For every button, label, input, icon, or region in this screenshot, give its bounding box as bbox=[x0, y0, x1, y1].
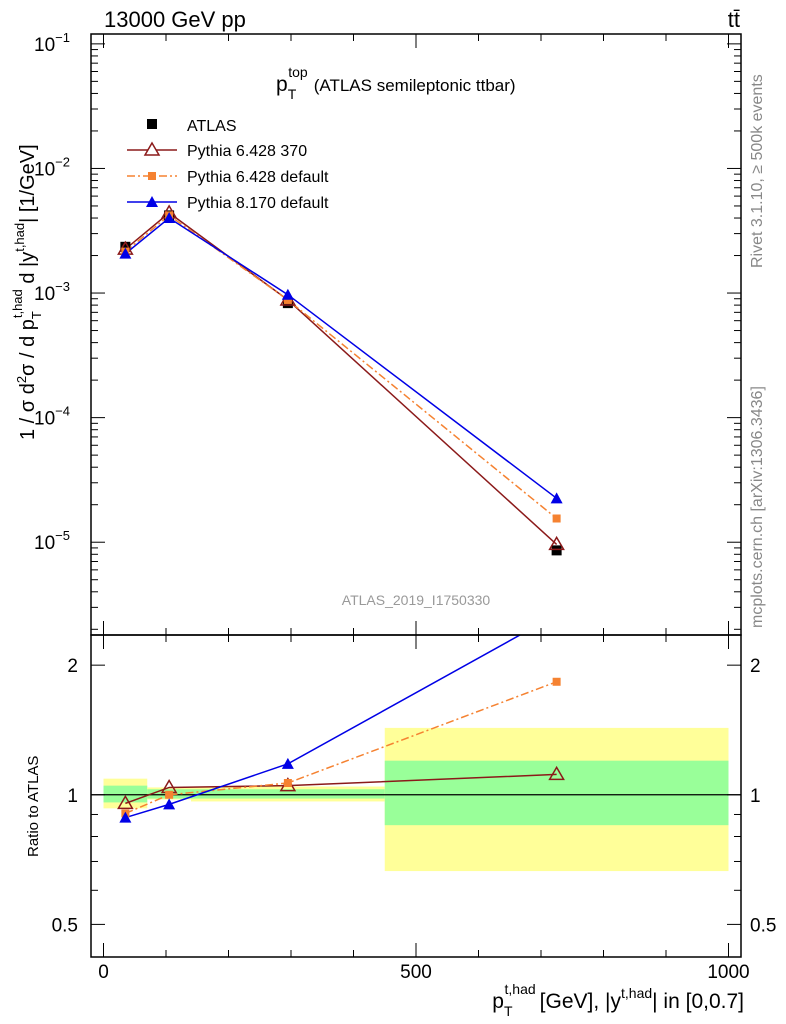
ratio-ytick-label-left: 1 bbox=[67, 786, 78, 807]
ratio-point-2 bbox=[119, 811, 132, 823]
ratio-line-0 bbox=[125, 773, 557, 805]
legend-item-atlas: ATLAS bbox=[147, 118, 237, 135]
legend-item-pythia6-370: Pythia 6.428 370 bbox=[127, 141, 307, 160]
ratio-ytick-label-right: 2 bbox=[750, 656, 761, 677]
series-line-3 bbox=[124, 217, 558, 499]
data-point-3 bbox=[163, 212, 176, 224]
data-point-2 bbox=[283, 295, 292, 304]
ratio-ytick-label-left: 0.5 bbox=[52, 915, 78, 936]
energy-label: 13000 GeV pp bbox=[104, 7, 246, 32]
ratio-xtick-labels: 0 500 1000 bbox=[98, 962, 749, 983]
analysis-id: ATLAS_2019_I1750330 bbox=[342, 592, 491, 608]
legend-item-pythia8: Pythia 8.170 default bbox=[127, 195, 329, 212]
ratio-xtick-label: 500 bbox=[400, 962, 432, 983]
ratio-ylabel: Ratio to ATLAS bbox=[25, 756, 42, 857]
series-line-1 bbox=[124, 211, 558, 545]
mcplots-label: mcplots.cern.ch [arXiv:1306.3436] bbox=[749, 386, 766, 628]
data-point-3 bbox=[119, 247, 132, 259]
legend-pythia6-default-label: Pythia 6.428 default bbox=[187, 169, 329, 186]
main-title: pTtop(ATLAS semileptonic ttbar) bbox=[276, 64, 516, 102]
ratio-point-2 bbox=[281, 757, 294, 769]
ratio-frame bbox=[90, 634, 742, 958]
ratio-xtick-label: 1000 bbox=[707, 962, 749, 983]
legend-pythia8-marker bbox=[146, 196, 158, 207]
rivet-label: Rivet 3.1.10, ≥ 500k events bbox=[749, 74, 766, 268]
data-point-1 bbox=[548, 535, 565, 551]
legend-pythia6-default-marker bbox=[148, 172, 156, 180]
ratio-xlabel: pTt,had[GeV], |yt,had| in [0,0.7] bbox=[492, 981, 744, 1019]
ratio-point-1 bbox=[552, 677, 561, 686]
legend-atlas-marker bbox=[147, 119, 157, 129]
series-line-2 bbox=[124, 214, 558, 520]
legend-item-pythia6-default: Pythia 6.428 default bbox=[127, 169, 329, 186]
ratio-ytick-labels: 0.5 0.5 1 1 2 2 bbox=[52, 656, 777, 936]
data-point-atlas bbox=[120, 241, 131, 252]
main-ytick-label: 10−4 bbox=[34, 404, 70, 430]
ratio-point-0 bbox=[117, 794, 134, 810]
ratio-point-2 bbox=[163, 798, 176, 810]
legend: ATLAS Pythia 6.428 370 Pythia 6.428 defa… bbox=[127, 118, 329, 212]
ratio-point-1 bbox=[283, 779, 292, 788]
process-label: tt̄ bbox=[728, 7, 740, 32]
ratio-point-0 bbox=[548, 765, 565, 781]
ratio-ytick-label-left: 2 bbox=[67, 656, 78, 677]
main-ytick-label: 10−5 bbox=[34, 528, 70, 554]
ratio-panel: 0.5 0.5 1 1 2 2 0 500 1000 Ratio to ATLAS pTt,h… bbox=[25, 609, 777, 1019]
ratio-ytick-label-right: 1 bbox=[750, 786, 761, 807]
ratio-xtick-label: 0 bbox=[98, 962, 109, 983]
main-ytick-labels: 10−5 10−4 10−3 10−2 10−1 bbox=[34, 30, 70, 554]
legend-pythia8-label: Pythia 8.170 default bbox=[187, 195, 329, 212]
main-ytick-label: 10−1 bbox=[34, 30, 70, 56]
ratio-band-inner bbox=[384, 760, 729, 826]
main-ytick-label: 10−2 bbox=[34, 154, 70, 180]
main-ytick-label: 10−3 bbox=[34, 279, 70, 305]
ratio-band-inner bbox=[103, 785, 148, 803]
data-point-3 bbox=[550, 492, 563, 504]
data-point-atlas bbox=[551, 545, 562, 556]
legend-pythia6-370-marker bbox=[143, 141, 161, 156]
ratio-band-inner bbox=[191, 789, 385, 799]
ratio-line-1 bbox=[125, 681, 557, 815]
ratio-ticks bbox=[91, 635, 741, 957]
data-point-2 bbox=[552, 514, 561, 523]
legend-pythia6-370-label: Pythia 6.428 370 bbox=[187, 143, 307, 160]
data-point-3 bbox=[281, 288, 294, 300]
main-ticks bbox=[91, 34, 741, 635]
ratio-point-2 bbox=[551, 609, 563, 620]
legend-atlas-label: ATLAS bbox=[187, 118, 237, 135]
ratio-ytick-label-right: 0.5 bbox=[750, 915, 776, 936]
ratio-point-1 bbox=[165, 790, 174, 799]
ratio-line-2 bbox=[125, 635, 522, 819]
main-panel: 10−5 10−4 10−3 10−2 10−1 pTtop(ATLAS semilep… bbox=[10, 30, 742, 636]
